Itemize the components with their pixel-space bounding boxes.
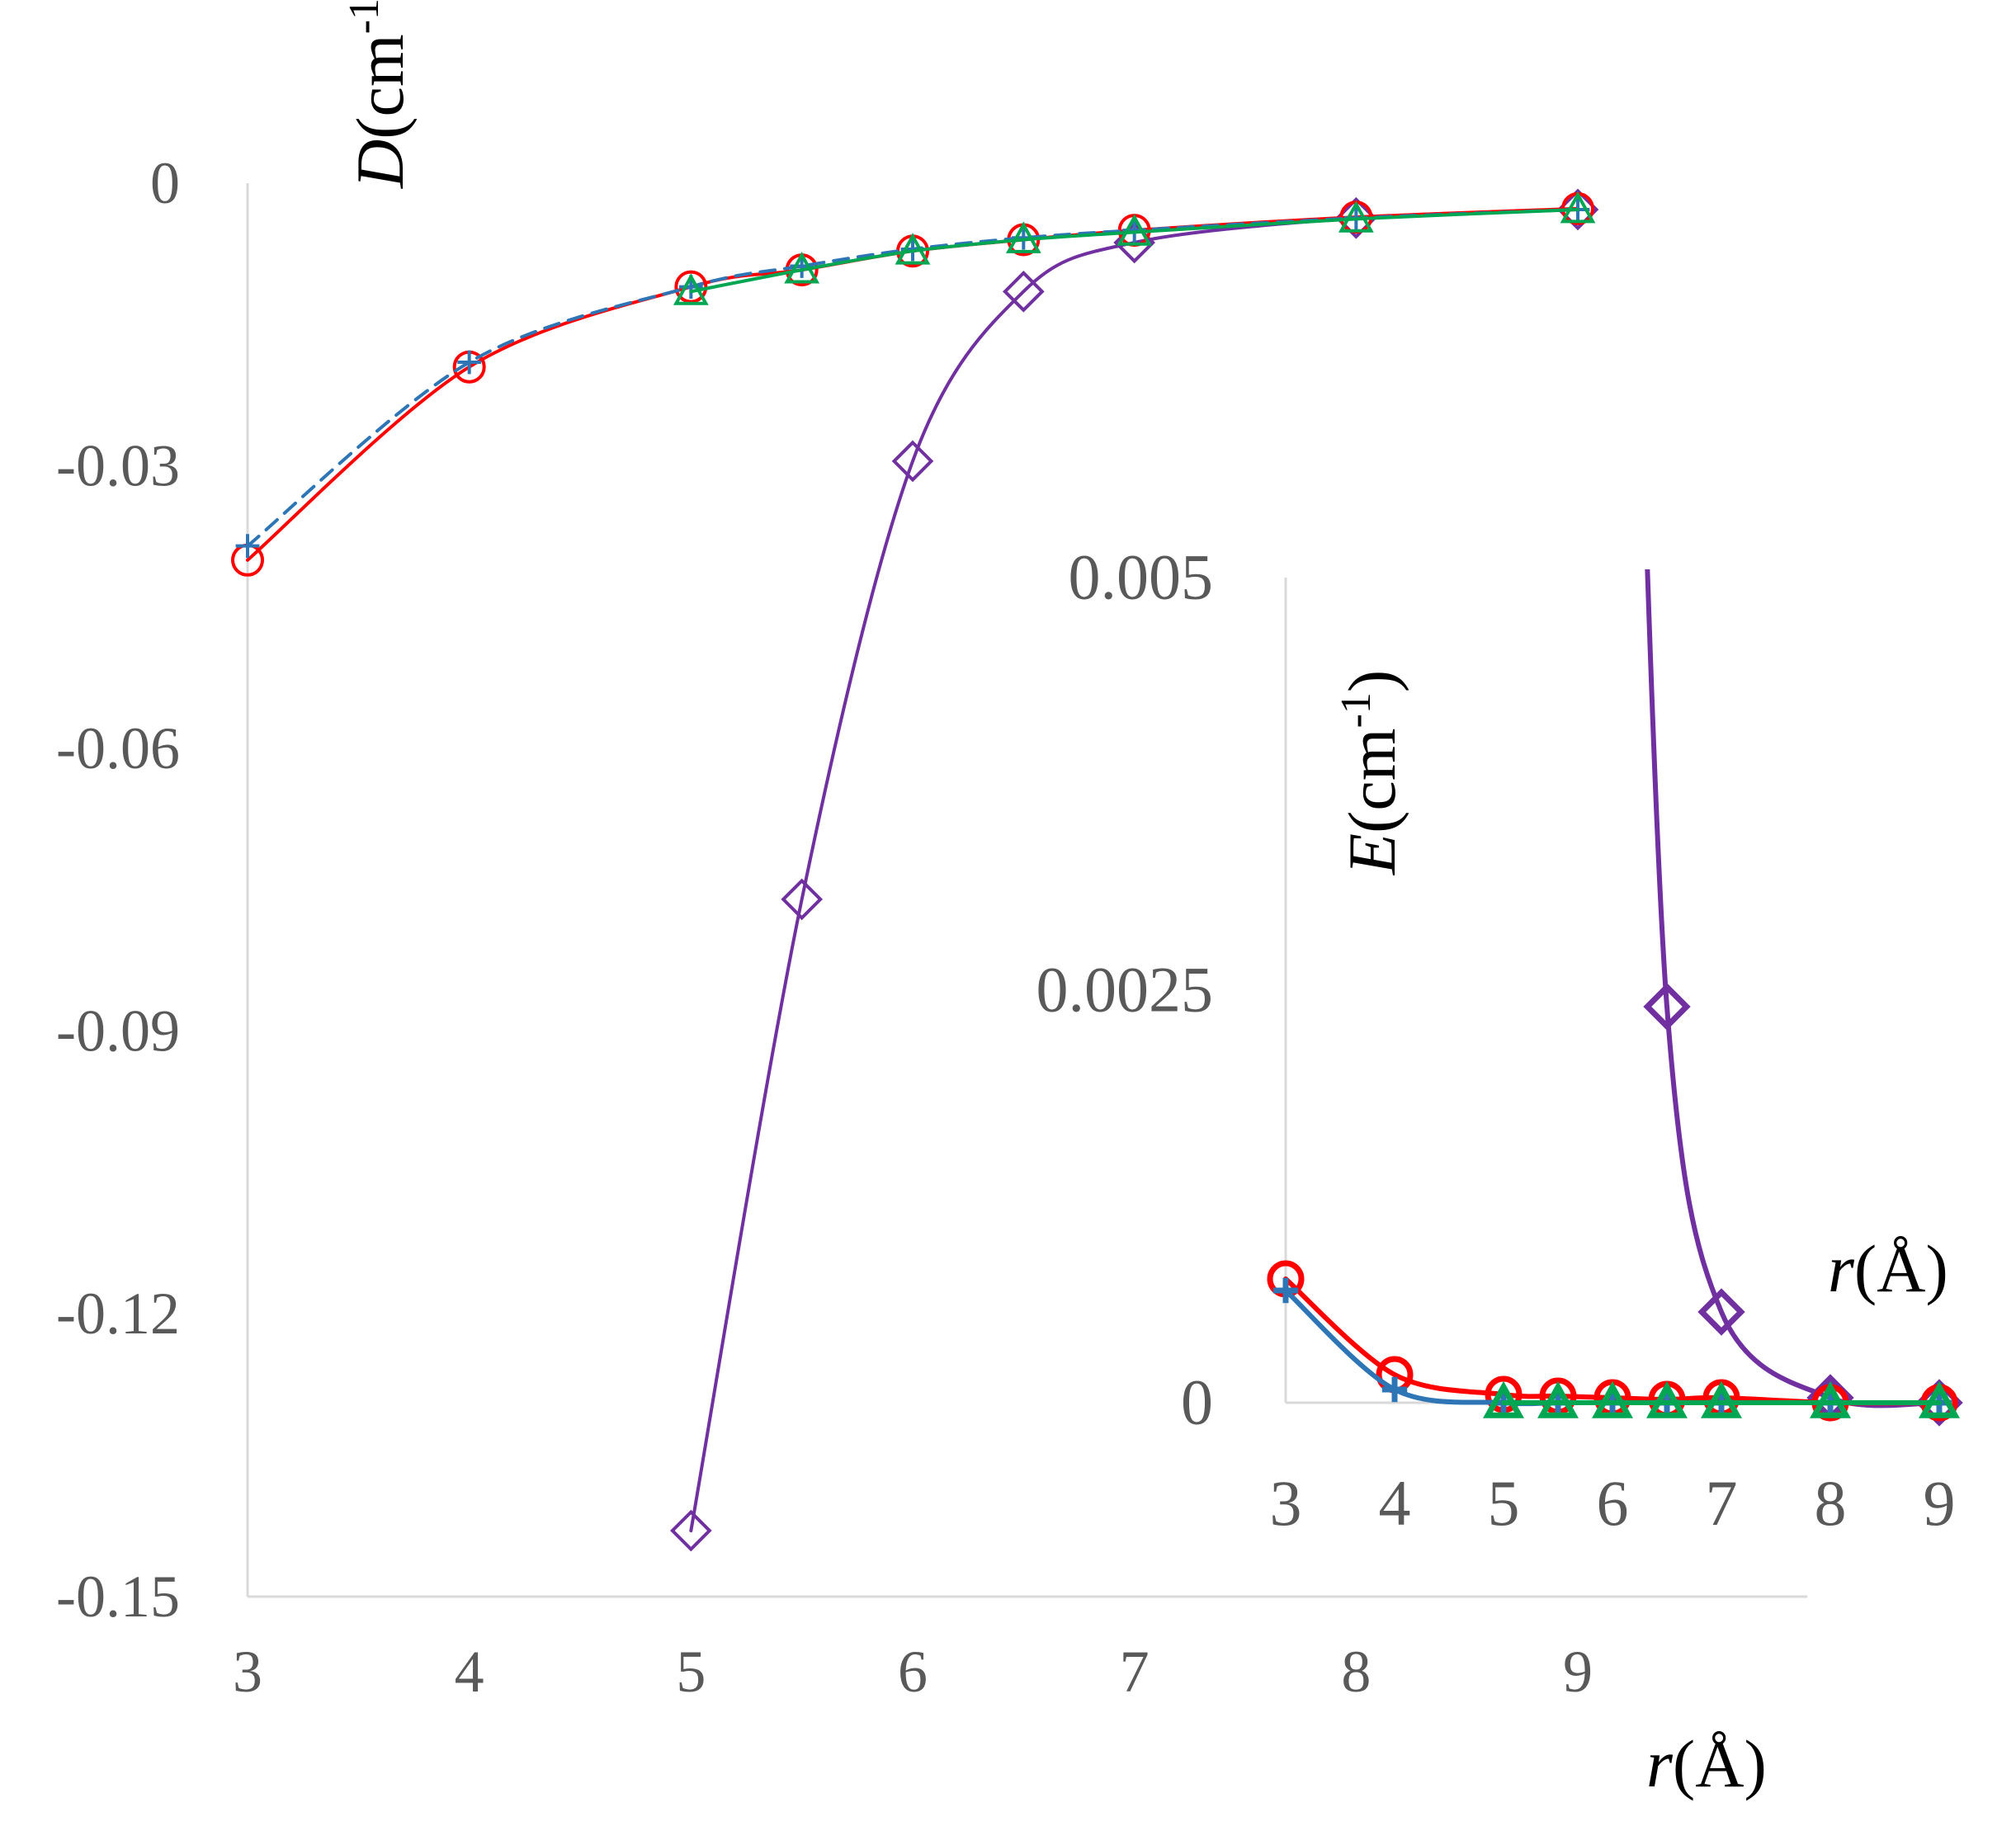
main-xlabel-unit: (Å) [1673,1726,1767,1801]
inset-x-tick-5: 8 [1815,1467,1847,1539]
inset-series-layer [1267,569,1963,1427]
main-x-axis-label: r(Å) [1646,1726,1767,1801]
inset-y-axis-label: E(cm-1) [1333,670,1409,875]
main-series-green-triangle-point-1 [784,251,820,284]
main-series-red-circle-point-2 [674,270,708,304]
main-x-tick-0: 3 [233,1639,262,1705]
inset-series-purple-diamond-line [1645,569,1942,1408]
inset-x-tick-0: 3 [1270,1467,1302,1539]
inset-series-blue-line-point-0 [1272,1277,1299,1304]
inset-y-tick-2: 0.005 [1069,541,1214,613]
main-x-tick-labels: 3 4 5 6 7 8 9 [233,1639,1593,1705]
inset-series-blue-line-point-1 [1381,1376,1408,1403]
inset-ylabel-unit: (cm [1334,728,1409,833]
inset-xlabel-unit: (Å) [1854,1231,1948,1306]
inset-x-tick-4: 7 [1706,1467,1738,1539]
main-ylabel-exponent: -1 [341,0,388,34]
main-x-tick-1: 4 [455,1639,484,1705]
main-series-green-triangle-point-5 [1338,201,1374,233]
inset-x-axis-label: r(Å) [1828,1231,1948,1306]
inset-ylabel-exponent: -1 [1333,692,1380,728]
main-series-purple-diamond-point-2 [891,440,934,483]
inset-series-green-triangle-point-3 [1646,1380,1688,1418]
inset-x-tick-6: 9 [1924,1467,1956,1539]
inset-x-tick-3: 6 [1597,1467,1629,1539]
main-ylabel-symbol: D [342,139,418,189]
main-y-tick-labels: 0 -0.03 -0.06 -0.09 -0.12 -0.15 [56,150,180,1630]
inset-series-green-triangle-point-2 [1592,1380,1633,1418]
main-series-green-triangle-point-0 [673,273,709,305]
main-y-tick-4: -0.12 [56,1281,180,1347]
inset-series-green-triangle-point-4 [1701,1380,1742,1418]
main-series-green-triangle-point-2 [895,233,931,265]
inset-series-green-triangle-point-1 [1537,1380,1579,1418]
main-y-tick-3: -0.09 [56,998,180,1064]
inset-y-tick-labels: 0 0.0025 0.005 [1036,541,1214,1438]
main-y-tick-2: -0.06 [56,715,180,781]
inset-series-green-triangle-point-0 [1483,1380,1524,1418]
main-series-green-triangle-point-4 [1117,214,1153,246]
inset-series-purple-diamond-point-1 [1643,983,1691,1031]
main-series-blue-dashed-point-1 [457,350,482,375]
main-x-tick-6: 9 [1563,1639,1593,1705]
inset-series-green-triangle-point-6 [1919,1380,1960,1418]
inset-series-green-triangle-point-5 [1810,1380,1851,1418]
main-y-tick-0: 0 [150,150,180,216]
main-y-tick-5: -0.15 [56,1564,180,1630]
main-ylabel-unit: (cm [342,34,418,139]
main-x-tick-5: 8 [1341,1639,1371,1705]
main-x-tick-3: 6 [898,1639,928,1705]
inset-xlabel-symbol: r [1828,1231,1855,1306]
inset-x-tick-2: 5 [1488,1467,1520,1539]
main-series-purple-diamond-line [689,208,1579,1533]
inset-y-tick-1: 0.0025 [1036,954,1214,1026]
inset-y-tick-0: 0 [1181,1366,1213,1438]
inset-series-purple-diamond-point-2 [1697,1288,1745,1336]
main-series-purple-diamond-point-1 [781,878,823,921]
inset-x-tick-labels: 3 4 5 6 7 8 9 [1270,1467,1956,1539]
inset-x-tick-1: 4 [1379,1467,1411,1539]
inset-ylabel-close: ) [1334,670,1409,692]
main-series-purple-diamond-point-3 [1003,271,1045,313]
main-series-green-triangle-point-6 [1560,191,1596,224]
main-x-tick-2: 5 [676,1639,706,1705]
main-series-green-triangle-point-3 [1005,221,1041,253]
inset-ylabel-symbol: E [1334,833,1409,875]
main-xlabel-symbol: r [1646,1726,1674,1801]
main-y-axis-label: D(cm-1) [341,0,418,189]
main-series-purple-diamond-point-0 [670,1509,712,1552]
main-x-tick-4: 7 [1120,1639,1150,1705]
main-series-layer [231,188,1599,1552]
main-series-blue-dashed-point-0 [235,534,260,559]
main-y-tick-1: -0.03 [56,432,180,498]
inset-plot: 0 0.0025 0.005 3 4 5 6 7 8 9 E(cm-1) r(Å) [1036,541,1963,1539]
